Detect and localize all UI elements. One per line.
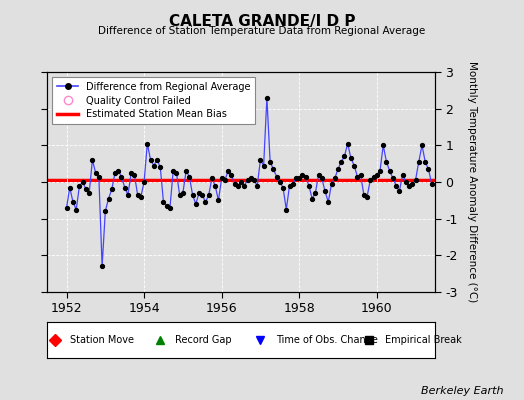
Y-axis label: Monthly Temperature Anomaly Difference (°C): Monthly Temperature Anomaly Difference (…	[467, 61, 477, 303]
Text: Empirical Break: Empirical Break	[385, 335, 461, 345]
Text: Time of Obs. Change: Time of Obs. Change	[276, 335, 378, 345]
Text: Berkeley Earth: Berkeley Earth	[421, 386, 503, 396]
Legend: Difference from Regional Average, Quality Control Failed, Estimated Station Mean: Difference from Regional Average, Qualit…	[52, 77, 255, 124]
Text: Difference of Station Temperature Data from Regional Average: Difference of Station Temperature Data f…	[99, 26, 425, 36]
Text: CALETA GRANDE/I D P: CALETA GRANDE/I D P	[169, 14, 355, 29]
Text: Record Gap: Record Gap	[175, 335, 232, 345]
Text: Station Move: Station Move	[70, 335, 135, 345]
